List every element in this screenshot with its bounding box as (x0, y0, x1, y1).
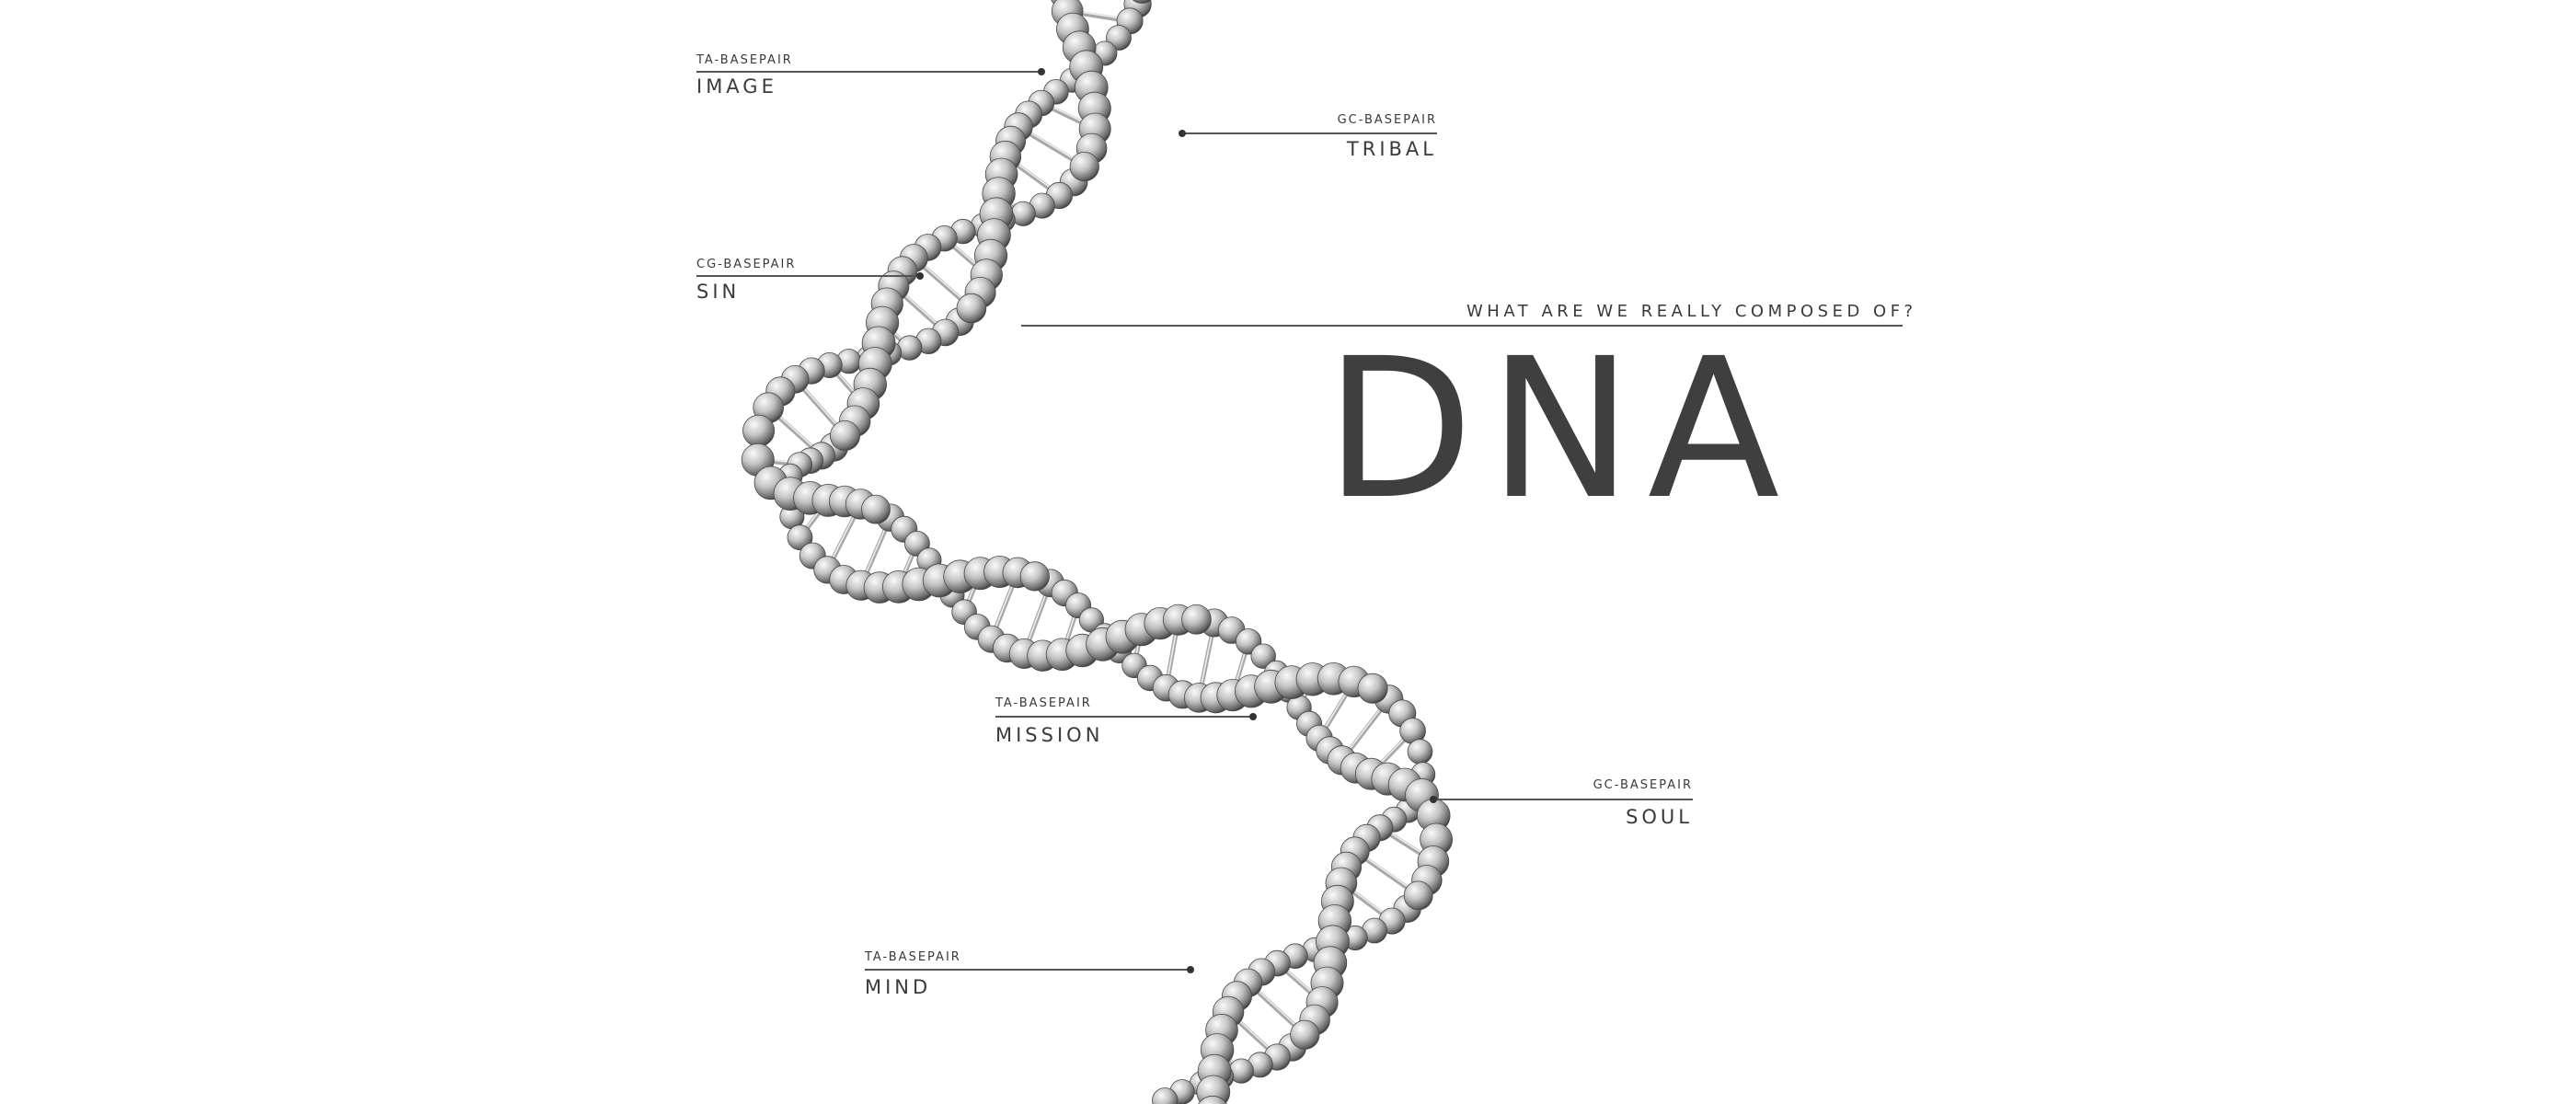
helix-bead (787, 524, 813, 551)
word-label-mission: MISSION (995, 724, 1104, 746)
leader-dot-tribal (1179, 130, 1186, 137)
basepair-label-mission: TA-BASEPAIR (995, 696, 1092, 710)
annotation-lines (696, 68, 1903, 973)
leader-dot-mission (1249, 713, 1257, 720)
word-label-soul: SOUL (1626, 806, 1693, 828)
helix-bead (1019, 561, 1050, 592)
helix-bead (742, 414, 776, 447)
word-label-sin: SIN (696, 281, 741, 303)
word-label-tribal: TRIBAL (1346, 138, 1437, 160)
helix-bead (956, 293, 987, 324)
basepair-label-sin: CG-BASEPAIR (696, 258, 797, 271)
helix-bead (1357, 673, 1388, 704)
basepair-label-mind: TA-BASEPAIR (865, 950, 961, 964)
page-title: DNA (1325, 316, 1795, 542)
word-label-image: IMAGE (696, 75, 777, 98)
word-label-mind: MIND (865, 976, 932, 998)
helix-bead (1181, 604, 1212, 635)
leader-dot-sin (916, 272, 924, 280)
helix-bead (1403, 880, 1433, 911)
helix-bead (1290, 1019, 1320, 1050)
helix-bead (1196, 1075, 1231, 1104)
basepair-label-tribal: GC-BASEPAIR (1337, 113, 1437, 127)
helix-bead (1198, 1095, 1227, 1104)
leader-dot-soul (1430, 796, 1437, 803)
helix-bead (830, 420, 861, 451)
helix-bead (1407, 739, 1433, 765)
helix-bead (1152, 1087, 1179, 1104)
helix-bead (1250, 643, 1276, 669)
leader-dot-mind (1187, 966, 1194, 973)
basepair-label-image: TA-BASEPAIR (696, 53, 793, 67)
basepair-label-soul: GC-BASEPAIR (1593, 778, 1693, 792)
page-subtitle: WHAT ARE WE REALLY COMPOSED OF? (1466, 302, 1917, 321)
helix-bead (1069, 152, 1099, 182)
leader-dot-image (1038, 68, 1045, 75)
helix-bead (1132, 0, 1152, 4)
helix-strand-front (741, 0, 1453, 1104)
helix-bead (861, 494, 891, 524)
